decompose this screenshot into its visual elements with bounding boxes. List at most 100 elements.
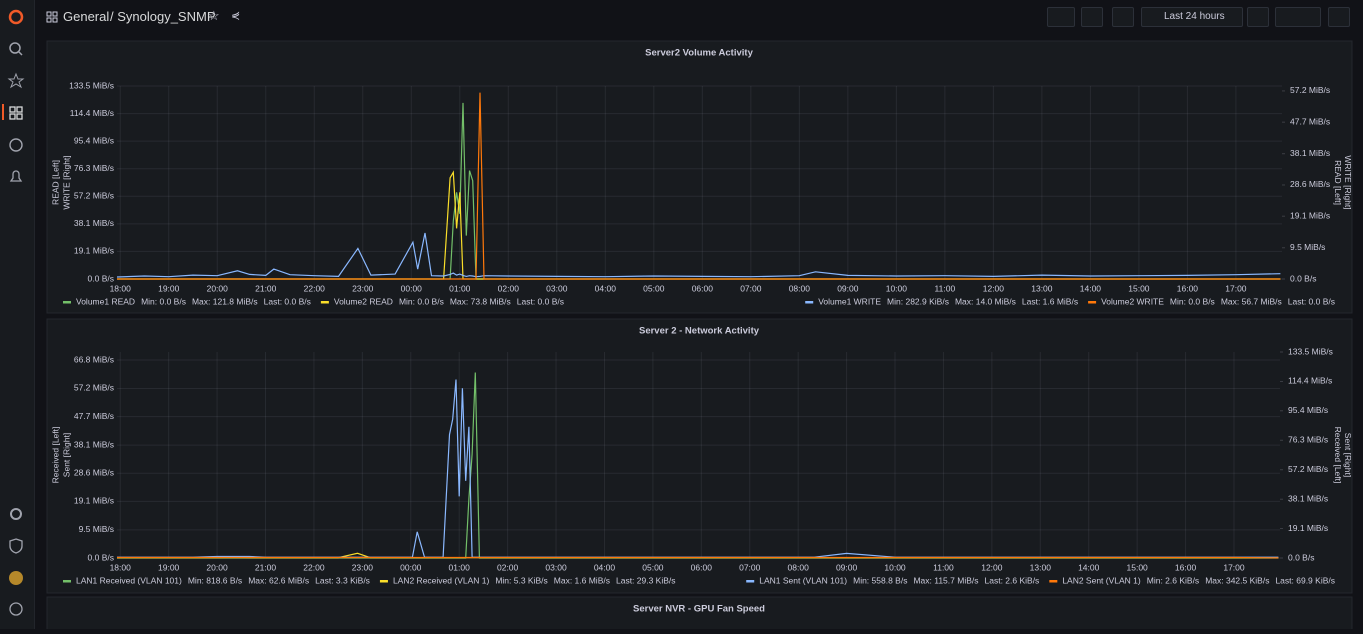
legend-label[interactable]: LAN1 Sent (VLAN 101) [759, 575, 847, 585]
y-tick-label: 28.6 MiB/s [74, 467, 114, 477]
x-tick-label: 14:00 [1080, 283, 1102, 293]
legend-stat: Max: 115.7 MiB/s [913, 575, 978, 585]
x-tick-label: 18:00 [110, 283, 132, 293]
x-tick-label: 09:00 [836, 562, 858, 572]
panel-title: Server2 Volume Activity [645, 48, 753, 59]
x-tick-label: 23:00 [352, 283, 374, 293]
x-tick-label: 10:00 [886, 283, 908, 293]
y2-tick-label: 38.1 MiB/s [1290, 148, 1330, 158]
legend-label[interactable]: LAN1 Received (VLAN 101) [76, 575, 182, 585]
y2-tick-label: 76.3 MiB/s [1288, 435, 1328, 445]
legend-stat: Max: 56.7 MiB/s [1221, 296, 1282, 306]
x-tick-label: 00:00 [400, 562, 422, 572]
x-tick-label: 22:00 [304, 283, 326, 293]
y2-tick-label: 57.2 MiB/s [1290, 85, 1330, 95]
panel-title: Server NVR - GPU Fan Speed [633, 604, 765, 615]
legend-swatch [1088, 301, 1096, 304]
y-tick-label: 95.4 MiB/s [74, 135, 114, 145]
x-tick-label: 09:00 [837, 283, 859, 293]
legend-stat: Last: 2.6 KiB/s [985, 575, 1040, 585]
legend-label[interactable]: Volume1 WRITE [818, 296, 881, 306]
x-tick-label: 04:00 [594, 562, 616, 572]
legend-label[interactable]: LAN2 Received (VLAN 1) [393, 575, 490, 585]
legend-stat: Min: 0.0 B/s [399, 296, 444, 306]
y2-axis-label: READ [Left] [1333, 160, 1343, 205]
y-tick-label: 9.5 MiB/s [79, 524, 114, 534]
y-tick-label: 47.7 MiB/s [74, 411, 114, 421]
legend-swatch [380, 580, 388, 583]
legend-swatch [321, 301, 329, 304]
x-tick-label: 06:00 [692, 283, 714, 293]
y2-tick-label: 19.1 MiB/s [1290, 210, 1330, 220]
x-tick-label: 20:00 [206, 562, 228, 572]
y2-axis-label: Sent [Right] [1343, 433, 1353, 477]
legend-swatch [746, 580, 754, 583]
x-tick-label: 01:00 [449, 562, 471, 572]
legend-stat: Max: 1.6 MiB/s [554, 575, 610, 585]
x-tick-label: 07:00 [739, 562, 761, 572]
x-tick-label: 18:00 [110, 562, 132, 572]
x-tick-label: 06:00 [691, 562, 713, 572]
legend-label[interactable]: LAN2 Sent (VLAN 1) [1062, 575, 1141, 585]
legend-label[interactable]: Volume2 WRITE [1101, 296, 1164, 306]
x-tick-label: 22:00 [303, 562, 325, 572]
y-tick-label: 114.4 MiB/s [70, 108, 114, 118]
x-tick-label: 11:00 [935, 283, 956, 293]
y-tick-label: 57.2 MiB/s [74, 383, 114, 393]
y-tick-label: 19.1 MiB/s [74, 496, 114, 506]
x-tick-label: 16:00 [1177, 283, 1199, 293]
legend-stat: Last: 1.6 MiB/s [1022, 296, 1078, 306]
legend-stat: Max: 14.0 MiB/s [955, 296, 1016, 306]
legend-stat: Max: 62.6 MiB/s [248, 575, 309, 585]
y-tick-label: 66.8 MiB/s [74, 354, 114, 364]
legend-stat: Min: 0.0 B/s [1170, 296, 1215, 306]
y2-tick-label: 28.6 MiB/s [1290, 179, 1330, 189]
y-tick-label: 57.2 MiB/s [74, 191, 114, 201]
x-tick-label: 08:00 [788, 562, 810, 572]
y-tick-label: 0.0 B/s [88, 552, 114, 562]
y2-tick-label: 57.2 MiB/s [1288, 464, 1328, 474]
legend-swatch [63, 301, 71, 304]
y-tick-label: 0.0 B/s [88, 273, 114, 283]
y-axis-label: READ [Left] [50, 160, 60, 205]
x-tick-label: 03:00 [546, 283, 568, 293]
x-tick-label: 21:00 [255, 283, 277, 293]
y-tick-label: 133.5 MiB/s [69, 80, 114, 90]
y2-tick-label: 47.7 MiB/s [1290, 116, 1330, 126]
x-tick-label: 17:00 [1223, 562, 1245, 572]
x-tick-label: 19:00 [158, 562, 180, 572]
x-tick-label: 14:00 [1078, 562, 1100, 572]
x-tick-label: 15:00 [1127, 562, 1149, 572]
x-tick-label: 16:00 [1175, 562, 1197, 572]
x-tick-label: 20:00 [207, 283, 229, 293]
legend-stat: Last: 29.3 KiB/s [616, 575, 676, 585]
y-axis-label: WRITE [Right] [61, 155, 71, 209]
x-tick-label: 19:00 [158, 283, 180, 293]
legend-label[interactable]: Volume1 READ [76, 296, 135, 306]
legend-stat: Last: 0.0 B/s [264, 296, 311, 306]
x-tick-label: 10:00 [884, 562, 906, 572]
y2-tick-label: 114.4 MiB/s [1288, 376, 1332, 386]
legend-stat: Min: 282.9 KiB/s [887, 296, 949, 306]
y-tick-label: 76.3 MiB/s [74, 163, 114, 173]
y-tick-label: 38.1 MiB/s [74, 218, 114, 228]
legend-swatch [1049, 580, 1057, 583]
y-tick-label: 38.1 MiB/s [74, 439, 114, 449]
x-tick-label: 02:00 [497, 562, 519, 572]
legend-label[interactable]: Volume2 READ [334, 296, 393, 306]
x-tick-label: 15:00 [1128, 283, 1150, 293]
x-tick-label: 08:00 [789, 283, 811, 293]
x-tick-label: 05:00 [643, 283, 665, 293]
y2-tick-label: 19.1 MiB/s [1288, 523, 1328, 533]
legend-stat: Min: 2.6 KiB/s [1147, 575, 1199, 585]
x-tick-label: 12:00 [981, 562, 1003, 572]
legend-stat: Last: 0.0 B/s [1288, 296, 1335, 306]
legend-stat: Max: 73.8 MiB/s [450, 296, 511, 306]
legend-stat: Min: 558.8 B/s [853, 575, 907, 585]
x-tick-label: 11:00 [933, 562, 954, 572]
x-tick-label: 02:00 [498, 283, 520, 293]
x-tick-label: 00:00 [401, 283, 423, 293]
